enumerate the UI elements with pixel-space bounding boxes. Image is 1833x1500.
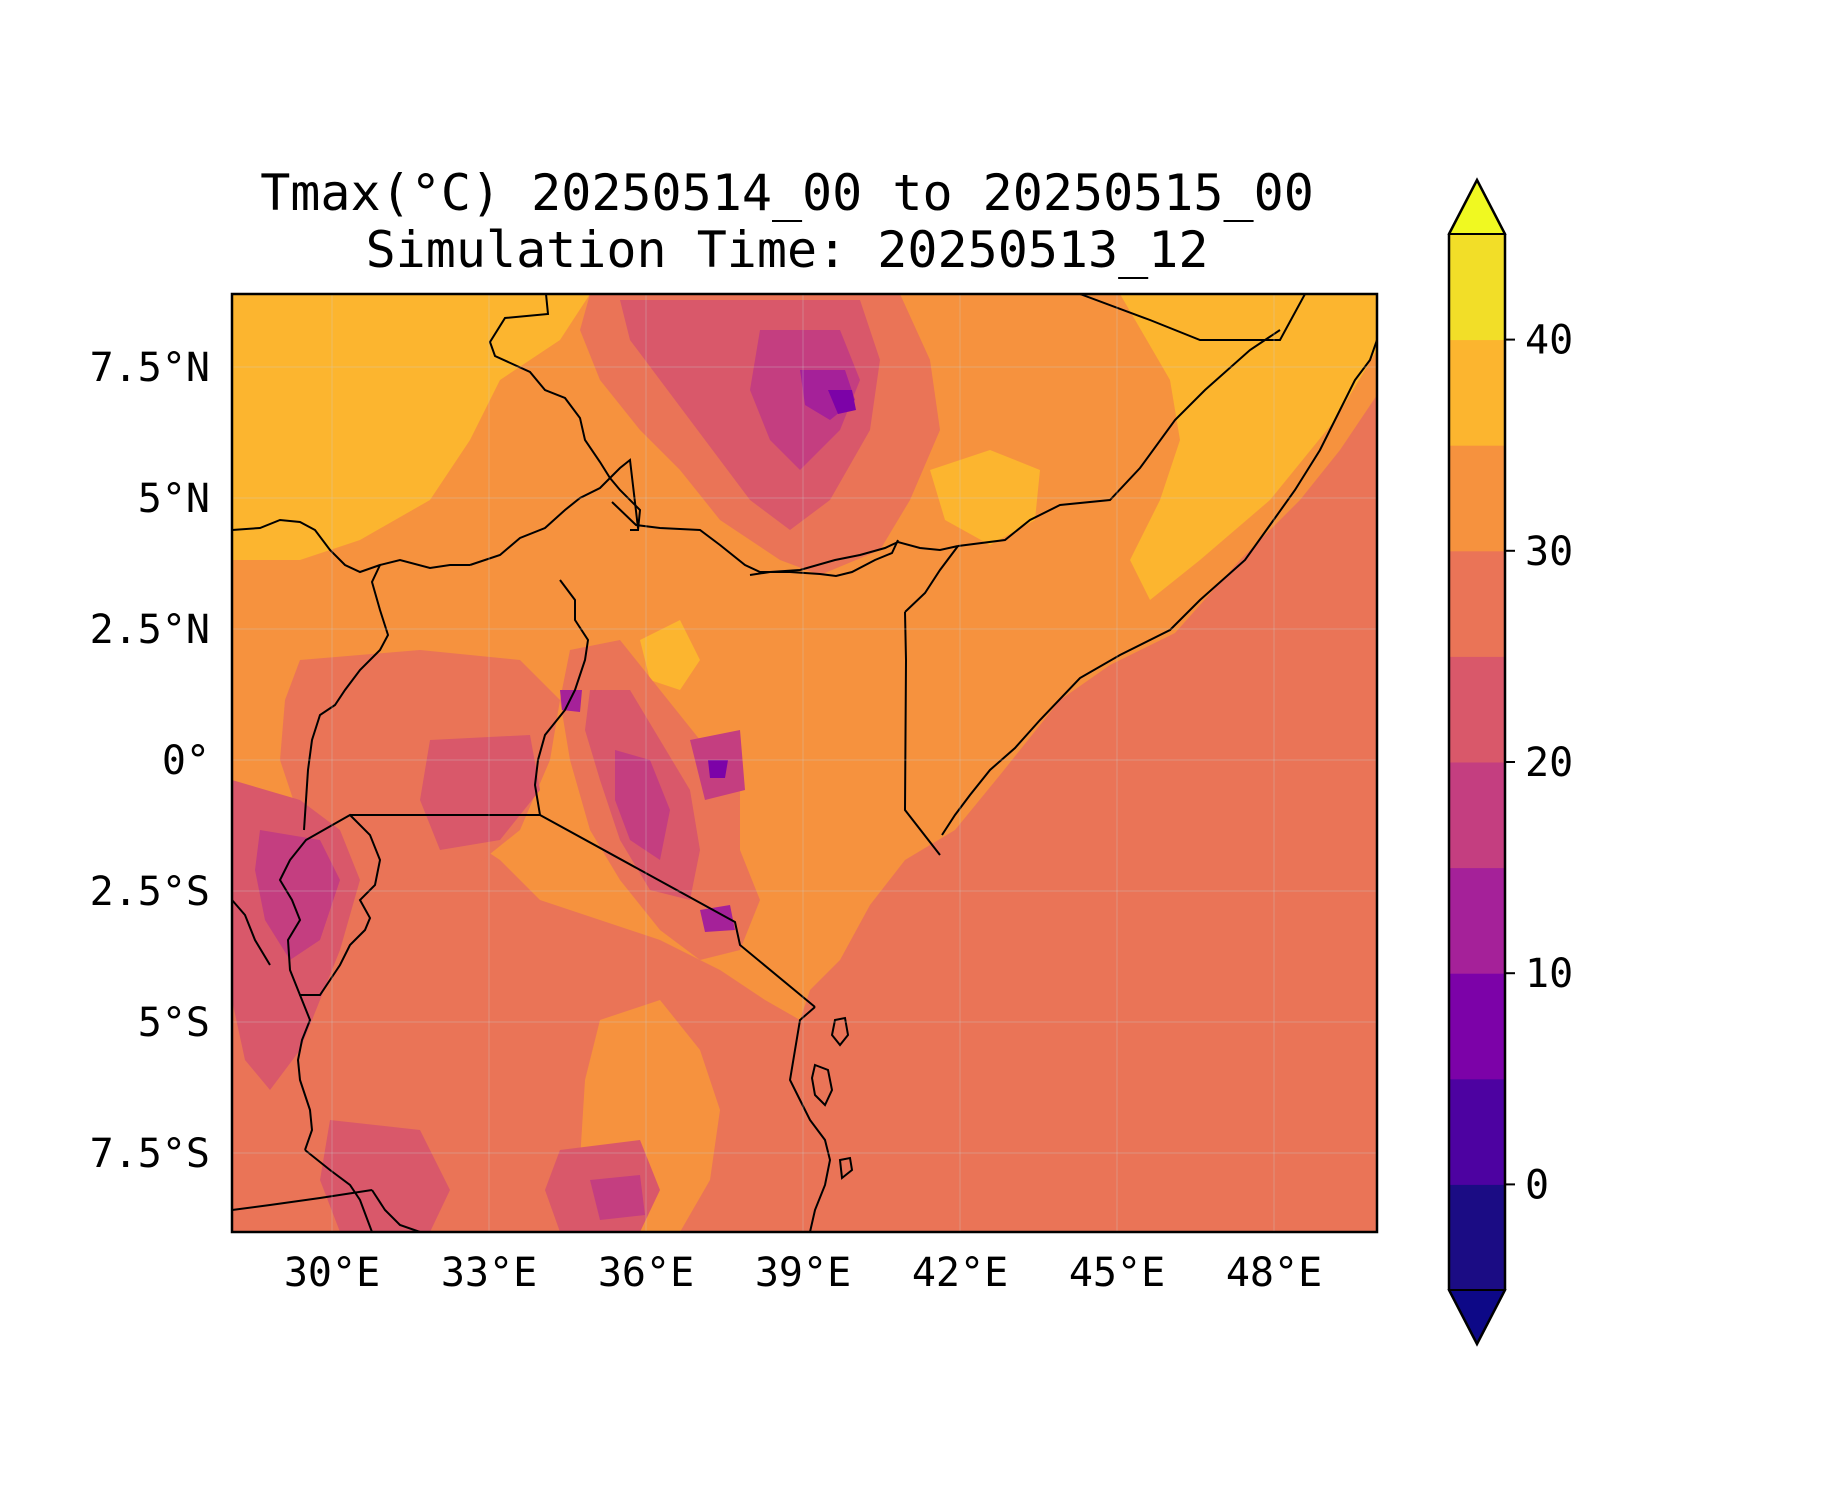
map-area — [232, 294, 1377, 1232]
colorbar-segment — [1449, 762, 1505, 869]
colorbar-tick-label: 40 — [1525, 318, 1573, 364]
colorbar-segment — [1449, 1078, 1505, 1185]
colorbar-tick-label: 20 — [1525, 740, 1573, 786]
border-ethiopia-kenya — [749, 540, 959, 576]
field-35-40-ogaden — [930, 450, 1040, 545]
lon-tick-label: 39°E — [755, 1250, 851, 1296]
colorbar-tick-label: 30 — [1525, 529, 1573, 575]
border-kenya-somalia — [903, 545, 959, 856]
field-15-20-kilimanjaro — [700, 905, 735, 932]
lon-tick-label: 30°E — [284, 1250, 380, 1296]
lat-tick-label: 7.5°N — [90, 345, 210, 391]
border-uganda-kenya — [533, 579, 590, 816]
field-5-10-kenya-mt — [708, 760, 728, 778]
island-mafia — [838, 1156, 854, 1180]
field-15-20-western-rift — [255, 830, 340, 960]
colorbar: 0 10 20 30 40 — [1447, 177, 1573, 1347]
field-35-40-north-kenya — [640, 620, 700, 690]
lon-tick-labels: 30°E 33°E 36°E 39°E 42°E 45°E 48°E — [284, 1250, 1322, 1296]
lon-tick-label: 36°E — [598, 1250, 694, 1296]
lat-tick-label: 2.5°N — [90, 607, 210, 653]
field-15-20-south-tz — [590, 1175, 645, 1220]
border-somalia-coastline-north — [941, 339, 1377, 836]
border-south-sudan-drc-car — [232, 518, 470, 574]
field-35-40-sudan — [232, 294, 590, 560]
map-title-line-2: Simulation Time: 20250513_12 — [366, 221, 1209, 279]
colorbar-tick-label: 10 — [1525, 951, 1573, 997]
border-kenya-tanzania — [539, 814, 816, 1008]
colorbar-outline — [1447, 177, 1507, 1347]
lat-tick-label: 5°N — [138, 476, 210, 522]
island-pemba — [830, 1016, 850, 1047]
lat-tick-labels: 7.5°N 5°N 2.5°N 0° 2.5°S 5°S 7.5°S — [90, 345, 210, 1177]
colorbar-under-triangle — [1447, 1289, 1507, 1347]
border-rwanda-burundi — [278, 813, 382, 996]
colorbar-segment — [1449, 973, 1505, 1080]
lat-tick-label: 0° — [162, 738, 210, 784]
map-frame — [230, 292, 1379, 1234]
lon-tick-label: 33°E — [441, 1250, 537, 1296]
border-uganda-drc — [303, 564, 390, 831]
border-ethiopia-djibouti — [1079, 294, 1306, 341]
colorbar-tick-label: 0 — [1525, 1162, 1549, 1208]
colorbar-ticks: 0 10 20 30 40 — [1505, 318, 1573, 1208]
lat-tick-label: 7.5°S — [90, 1131, 210, 1177]
field-20-25-lake-victoria — [420, 735, 540, 850]
border-sudan-south-sudan — [488, 294, 642, 531]
colorbar-segment — [1449, 234, 1505, 341]
colorbar-over-triangle — [1447, 177, 1507, 235]
coastline-kenya-tanzania — [788, 1006, 832, 1232]
border-zambia-tanzania-south — [232, 1189, 373, 1211]
border-drc-west-lake — [232, 899, 271, 966]
colorbar-segment — [1449, 339, 1505, 446]
lon-tick-label: 42°E — [912, 1250, 1008, 1296]
lon-tick-label: 48°E — [1226, 1250, 1322, 1296]
field-35-40-somalia — [1120, 294, 1377, 600]
colorbar-segment — [1449, 867, 1505, 974]
field-15-20-elgon — [560, 690, 582, 712]
field-20-25-sw-tz — [320, 1120, 450, 1232]
colorbar-segment — [1449, 445, 1505, 552]
map-gridlines — [232, 294, 1377, 1232]
lat-tick-label: 2.5°S — [90, 869, 210, 915]
field-30-35-region — [232, 294, 1377, 1020]
field-5-10-ethiopia — [828, 390, 856, 414]
border-tanzania-malawi-south — [371, 1189, 421, 1232]
colorbar-segment — [1449, 1184, 1505, 1291]
border-tanzania-zambia-malawi — [304, 1149, 373, 1232]
field-15-20-rift — [615, 750, 670, 860]
colorbar-segment — [1449, 550, 1505, 657]
island-zanzibar — [810, 1063, 834, 1107]
border-ethiopia-somalia — [957, 329, 1281, 547]
border-burundi-tanzania — [296, 994, 314, 1151]
country-borders — [232, 294, 1377, 1232]
colorbar-segments — [1449, 234, 1505, 1291]
lon-tick-label: 45°E — [1069, 1250, 1165, 1296]
lat-tick-label: 5°S — [138, 1000, 210, 1046]
border-south-sudan-uganda-kenya — [469, 458, 639, 566]
map-title-line-1: Tmax(°C) 20250514_00 to 20250515_00 — [260, 164, 1314, 222]
colorbar-segment — [1449, 656, 1505, 763]
